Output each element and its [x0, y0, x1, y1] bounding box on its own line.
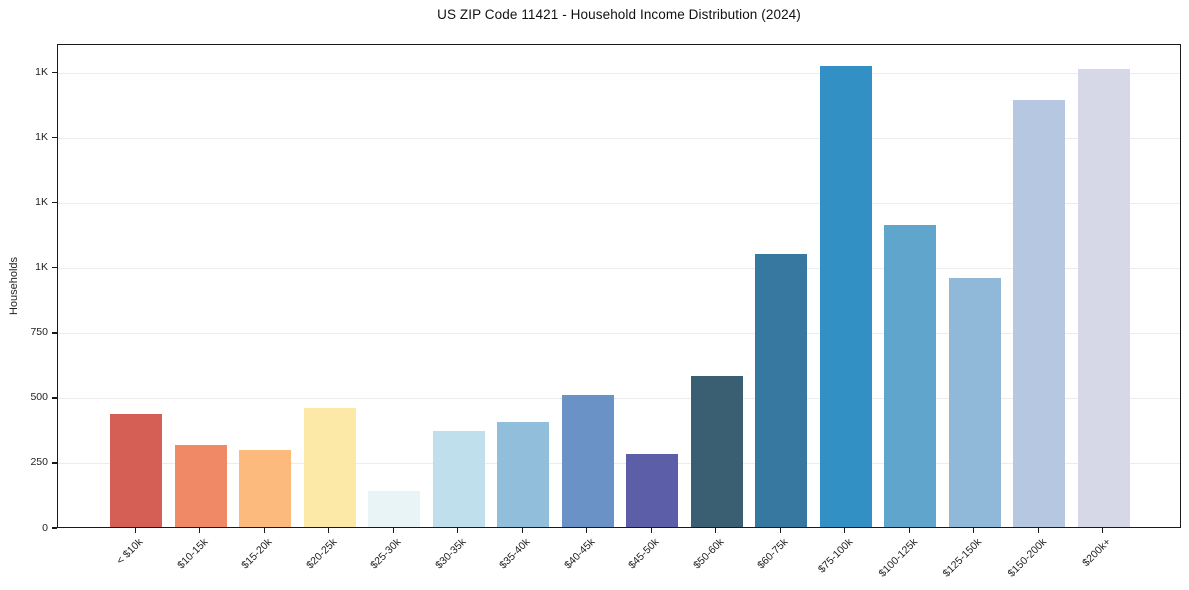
x-tick-mark — [973, 528, 975, 533]
x-tick-mark — [908, 528, 910, 533]
bar — [368, 490, 421, 527]
y-tick-label: 750 — [30, 326, 48, 339]
bar — [626, 454, 679, 527]
x-tick-mark — [263, 528, 265, 533]
gridline — [58, 463, 1180, 465]
x-tick-label: $45-50k — [626, 536, 662, 572]
x-tick-mark — [199, 528, 201, 533]
y-tick-mark — [52, 527, 57, 529]
bar — [174, 445, 227, 527]
x-tick-label: $30-35k — [432, 536, 469, 572]
gridline — [58, 268, 1180, 270]
x-tick-mark — [392, 528, 394, 533]
x-tick-label: $10-15k — [174, 536, 211, 572]
x-tick-label: $35-40k — [497, 536, 533, 572]
bar — [884, 224, 937, 527]
bar — [1077, 69, 1130, 527]
x-tick-mark — [457, 528, 459, 533]
x-tick-label: $15-20k — [239, 536, 275, 572]
x-tick-label: $150-200k — [1005, 536, 1049, 580]
x-tick-mark — [1102, 528, 1104, 533]
bar — [561, 395, 614, 527]
y-tick-label: 1K — [35, 131, 48, 144]
gridline — [58, 203, 1180, 205]
gridline — [58, 333, 1180, 335]
x-tick-mark — [134, 528, 136, 533]
y-tick-label: 1K — [35, 261, 48, 274]
x-tick-label: $100-125k — [876, 536, 920, 580]
x-tick-mark — [715, 528, 717, 533]
x-tick-mark — [1037, 528, 1039, 533]
gridline — [58, 73, 1180, 75]
x-tick-label: $20-25k — [303, 536, 340, 572]
x-tick-label: < $10k — [114, 536, 146, 567]
y-tick-mark — [52, 462, 57, 464]
x-tick-mark — [586, 528, 588, 533]
x-tick-label: $75-100k — [815, 536, 856, 576]
bar — [755, 253, 808, 527]
bar — [239, 450, 292, 527]
x-tick-mark — [779, 528, 781, 533]
x-tick-label: $60-75k — [755, 536, 791, 572]
x-tick-mark — [521, 528, 523, 533]
x-tick-label: $200k+ — [1080, 536, 1114, 570]
y-tick-label: 250 — [30, 456, 48, 469]
x-tick-mark — [328, 528, 330, 533]
gridline — [58, 138, 1180, 140]
bar — [819, 65, 872, 527]
bar — [497, 421, 550, 527]
bar — [110, 414, 163, 527]
bar — [432, 430, 485, 527]
plot-area — [57, 44, 1181, 528]
y-tick-mark — [52, 267, 57, 269]
x-tick-label: $125-150k — [940, 536, 985, 580]
bar — [303, 407, 356, 527]
x-tick-label: $50-60k — [690, 536, 727, 572]
x-tick-label: $25-30k — [368, 536, 404, 572]
y-tick-mark — [52, 136, 57, 139]
y-tick-label: 500 — [30, 391, 48, 404]
bar — [948, 278, 1001, 527]
y-tick-label: 1K — [35, 196, 48, 209]
gridline — [58, 398, 1180, 400]
x-tick-mark — [844, 528, 846, 533]
y-tick-label: 0 — [42, 521, 48, 534]
y-tick-mark — [52, 332, 57, 334]
y-tick-mark — [52, 397, 57, 399]
bar — [1013, 100, 1066, 527]
bar — [690, 375, 743, 527]
chart-title: US ZIP Code 11421 - Household Income Dis… — [437, 7, 801, 22]
x-tick-mark — [650, 528, 652, 533]
y-tick-mark — [52, 202, 57, 204]
y-tick-mark — [52, 71, 57, 74]
y-tick-label: 1K — [35, 66, 48, 79]
x-tick-label: $40-45k — [561, 536, 598, 572]
